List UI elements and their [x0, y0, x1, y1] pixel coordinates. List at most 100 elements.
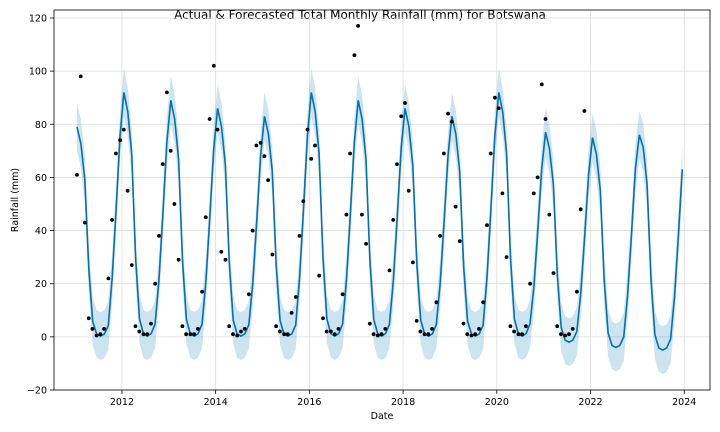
actual-data-point — [332, 332, 337, 337]
actual-data-point — [473, 332, 478, 337]
actual-data-point — [367, 321, 372, 326]
actual-data-point — [516, 332, 521, 337]
actual-data-point — [121, 127, 126, 132]
actual-data-point — [137, 329, 142, 334]
actual-data-point — [168, 148, 173, 153]
actual-data-point — [114, 151, 118, 156]
actual-data-point — [274, 324, 278, 329]
actual-data-point — [129, 263, 134, 267]
actual-data-point — [582, 109, 587, 113]
actual-data-point — [125, 188, 130, 193]
y-axis-label: Rainfall (mm) — [10, 168, 21, 232]
actual-data-point — [570, 327, 575, 331]
x-tick-label: 2024 — [672, 397, 696, 408]
actual-data-point — [567, 332, 571, 337]
actual-data-point — [430, 327, 434, 331]
x-axis-label: Date — [371, 411, 394, 422]
actual-data-point — [336, 327, 341, 331]
uncertainty-band — [77, 68, 683, 375]
actual-data-point — [102, 327, 106, 331]
actual-data-point — [446, 111, 450, 116]
actual-data-point — [399, 114, 404, 119]
actual-data-point — [86, 316, 91, 321]
actual-data-point — [411, 260, 415, 265]
y-tick-label: 40 — [35, 226, 47, 237]
forecast-series-line — [76, 92, 684, 352]
actual-data-point — [493, 95, 497, 100]
actual-data-point — [543, 117, 548, 121]
actual-data-point — [508, 324, 513, 329]
actual-data-point — [329, 329, 333, 334]
actual-data-point — [301, 199, 306, 204]
actual-data-point — [395, 162, 399, 167]
actual-data-point — [383, 327, 388, 331]
actual-data-point — [254, 143, 259, 148]
actual-data-point — [461, 321, 466, 326]
actual-data-point — [250, 228, 255, 233]
actual-data-point — [289, 311, 294, 315]
actual-data-point — [344, 212, 349, 217]
actual-data-point — [215, 127, 220, 132]
uncertainty-band-area — [77, 68, 683, 375]
actual-data-point — [285, 332, 290, 337]
actual-data-point — [500, 191, 505, 196]
y-tick-label: −20 — [27, 386, 47, 397]
actual-data-point — [559, 332, 563, 337]
actual-data-point — [145, 332, 150, 337]
actual-data-point — [106, 276, 111, 281]
actual-data-point — [188, 332, 193, 337]
actual-data-point — [504, 255, 509, 259]
actual-data-point — [266, 178, 270, 183]
actual-data-point — [262, 154, 267, 159]
actual-data-point — [352, 53, 357, 58]
actual-data-point — [434, 300, 439, 305]
x-tick-label: 2014 — [204, 397, 228, 408]
actual-data-point — [242, 327, 247, 331]
actual-data-point — [364, 241, 368, 246]
actual-data-point — [488, 151, 493, 156]
actual-data-point — [485, 223, 489, 228]
actual-data-point — [403, 101, 407, 105]
actual-data-point — [321, 316, 325, 321]
actual-data-point — [438, 234, 442, 238]
actual-data-point — [469, 333, 474, 338]
y-tick-label: 80 — [35, 120, 47, 131]
actual-data-point — [547, 212, 552, 217]
actual-data-point — [578, 207, 583, 212]
plot-frame — [53, 9, 711, 391]
y-tick-label: 120 — [29, 13, 47, 24]
y-tick-label: 20 — [35, 279, 47, 290]
actual-data-point — [160, 162, 165, 167]
actual-data-point — [219, 249, 224, 254]
actual-data-point — [418, 329, 423, 334]
actual-data-point — [465, 332, 470, 337]
actual-data-point — [449, 119, 454, 124]
actual-data-point — [133, 324, 138, 329]
actual-data-point — [387, 268, 392, 273]
actual-data-point — [551, 271, 556, 275]
actual-data-point — [305, 127, 310, 132]
forecast-line — [76, 92, 684, 352]
actual-data-point — [555, 324, 560, 329]
actual-data-point — [391, 218, 396, 222]
chart-title: Actual & Forecasted Total Monthly Rainfa… — [174, 8, 546, 22]
actual-data-point — [520, 332, 524, 337]
actual-data-point — [512, 329, 516, 334]
actual-data-point — [477, 327, 481, 331]
actual-data-point — [422, 332, 427, 337]
actual-data-point — [406, 188, 411, 193]
actual-data-point — [83, 220, 87, 225]
actual-data-point — [531, 191, 536, 196]
actual-data-point — [270, 252, 275, 257]
actual-data-point — [340, 292, 345, 297]
actual-data-point — [496, 106, 501, 111]
actual-data-point — [575, 289, 579, 294]
actual-data-point — [371, 332, 376, 337]
actual-data-point — [481, 300, 486, 305]
actual-data-point — [94, 333, 99, 338]
x-tick-label: 2022 — [578, 397, 602, 408]
actual-data-point — [90, 327, 95, 331]
actual-data-point — [118, 138, 122, 143]
actual-data-point — [235, 333, 240, 338]
actual-data-point — [247, 292, 251, 297]
